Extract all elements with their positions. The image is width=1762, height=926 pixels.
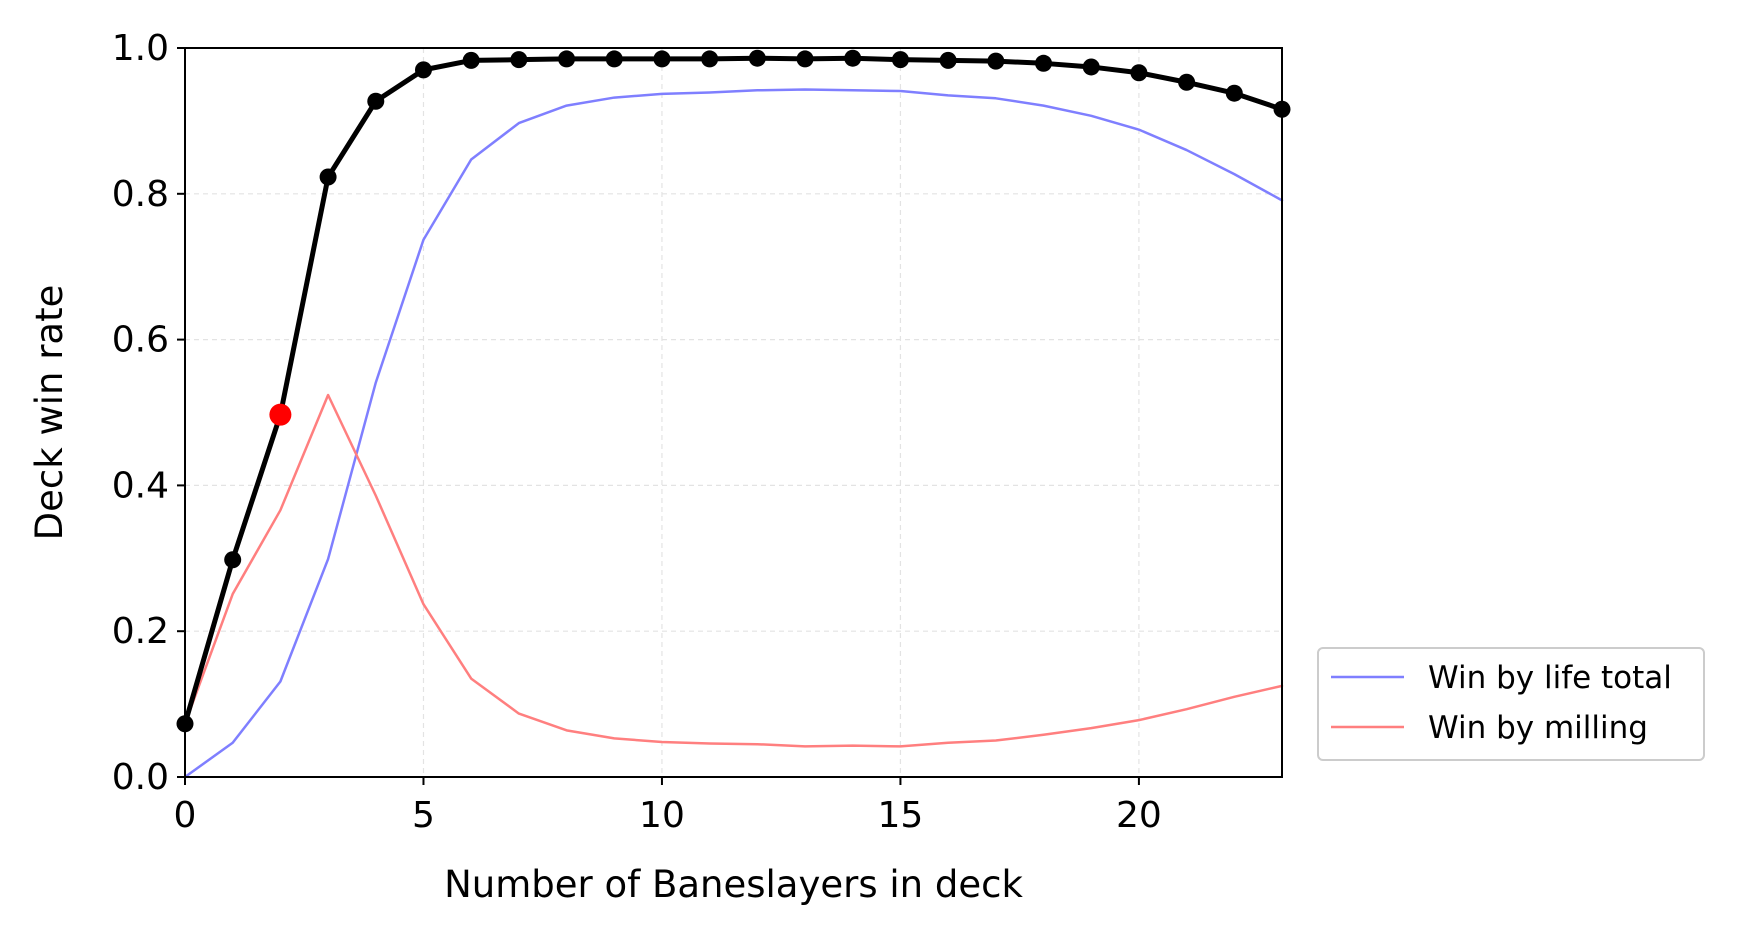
series-line-life-total [183, 88, 1284, 779]
grid [184, 47, 1282, 778]
x-tick-label: 10 [639, 795, 685, 836]
data-point [1225, 84, 1243, 102]
series-line-total [182, 55, 1285, 727]
legend-box [1317, 647, 1705, 761]
x-axis-label: Number of Baneslayers in deck [444, 863, 1023, 906]
y-tick-label: 0.8 [112, 174, 169, 215]
y-axis-label: Deck win rate [28, 285, 71, 541]
y-tick-label: 0.2 [112, 611, 169, 652]
data-point [987, 52, 1005, 70]
data-point [1035, 54, 1053, 72]
highlight-point [269, 403, 292, 426]
data-point [462, 51, 480, 69]
plot-frame [184, 47, 1283, 778]
data-point [558, 50, 576, 68]
ticks: 0 5 10 15 20 0.0 0.2 0.4 0.6 0.8 1.0 [112, 28, 1162, 836]
data-point [1130, 64, 1148, 82]
legend-label: Win by life total [1428, 660, 1672, 696]
x-tick-label: 0 [174, 795, 197, 836]
data-point [1178, 73, 1196, 91]
y-tick-label: 0.4 [112, 465, 169, 506]
data-point [748, 49, 766, 67]
data-point [414, 61, 432, 79]
data-point [510, 51, 528, 69]
y-tick-label: 1.0 [112, 28, 169, 69]
data-point [701, 50, 719, 68]
x-tick-label: 15 [878, 795, 924, 836]
legend-label: Win by milling [1428, 710, 1648, 746]
data-point [367, 92, 385, 110]
series-layer [176, 49, 1291, 779]
data-point [891, 51, 909, 69]
data-point [1082, 58, 1100, 76]
data-point [605, 50, 623, 68]
data-point [939, 51, 957, 69]
y-tick-label: 0.6 [112, 320, 169, 361]
data-point [319, 168, 337, 186]
y-tick-label: 0.0 [112, 757, 169, 798]
data-point [653, 50, 671, 68]
data-point [224, 551, 242, 569]
data-point [844, 49, 862, 67]
legend: Win by life total Win by milling [1317, 647, 1705, 761]
series-line-milling [183, 393, 1284, 748]
data-point [796, 50, 814, 68]
x-tick-label: 20 [1116, 795, 1162, 836]
x-tick-label: 5 [412, 795, 435, 836]
